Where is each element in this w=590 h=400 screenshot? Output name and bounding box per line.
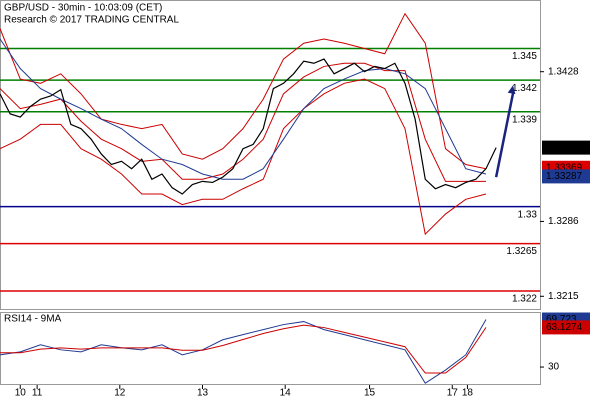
projection-arrowhead <box>507 85 516 95</box>
rsi-panel <box>0 312 541 385</box>
level-label: 1.3265 <box>506 246 537 257</box>
projection-arrow <box>494 93 515 178</box>
rsi-line <box>0 319 487 384</box>
last-price-box <box>542 140 590 155</box>
level-label: 1.345 <box>512 51 537 62</box>
last-price-label: 1.3356 <box>546 142 577 153</box>
x-tick-label: 17 <box>447 388 459 399</box>
rsi-line <box>0 324 487 374</box>
level-label: 1.33 <box>518 209 538 220</box>
chart-title: GBP/USD - 30min - 10:03:09 (CET) <box>4 3 162 14</box>
x-tick-label: 14 <box>280 388 292 399</box>
y-tick-label: 1.3428 <box>548 66 579 77</box>
x-tick-label: 15 <box>364 388 376 399</box>
x-tick-label: 18 <box>462 388 474 399</box>
chart-subtitle: Research © 2017 TRADING CENTRAL <box>4 15 179 26</box>
x-tick-label: 10 <box>15 388 27 399</box>
upper-band <box>0 12 487 170</box>
y-tick-label: 1.3215 <box>548 291 579 302</box>
price-panel <box>0 0 541 310</box>
rsi-value-label: 69.723 <box>546 314 577 325</box>
rsi-value-box <box>542 320 590 335</box>
x-tick-label: 13 <box>197 388 209 399</box>
rsi-title: RSI14 - 9MA <box>4 314 62 325</box>
level-label: 1.339 <box>512 114 537 125</box>
x-tick-label: 11 <box>32 388 43 399</box>
marker-label: 1.33369 <box>546 162 583 173</box>
y-tick-label: 30 <box>548 362 560 373</box>
x-tick-label: 12 <box>114 388 126 399</box>
marker-label: 1.33287 <box>546 171 583 182</box>
moving-average <box>0 38 487 180</box>
rsi-value-label: 63.1274 <box>546 322 583 333</box>
y-tick-label: 1.3286 <box>548 216 579 227</box>
level-label: 1.342 <box>512 83 537 94</box>
lower-band <box>0 78 487 236</box>
middle-band <box>0 62 486 182</box>
marker-box <box>542 169 590 184</box>
level-label: 1.322 <box>512 294 537 305</box>
price-line <box>0 58 497 195</box>
